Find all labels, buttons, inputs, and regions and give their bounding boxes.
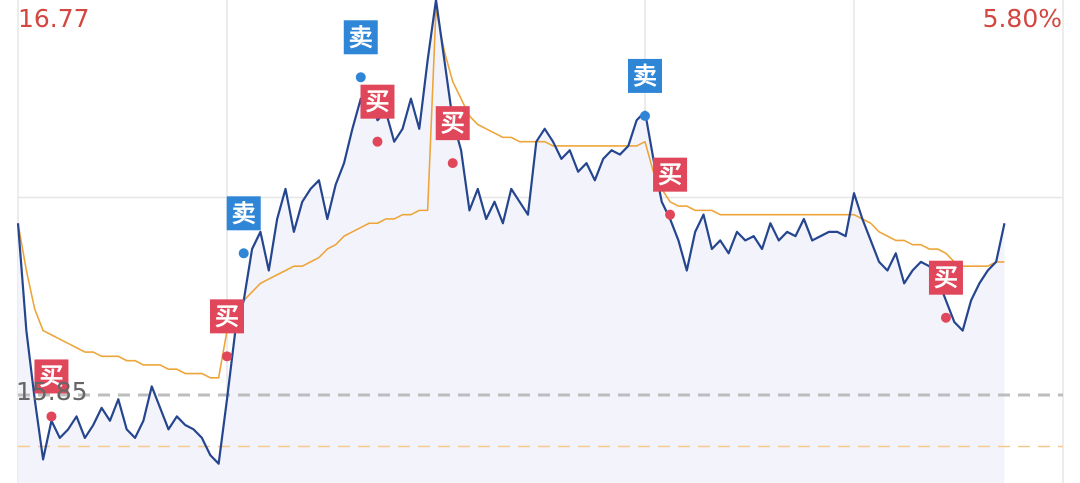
marker-label: 卖 xyxy=(349,23,373,51)
marker-box xyxy=(210,299,244,334)
y-tick-label: 16.77 xyxy=(18,4,90,33)
marker-label: 买 xyxy=(441,109,465,137)
marker-label: 卖 xyxy=(633,62,657,90)
marker-label: 买 xyxy=(934,264,958,292)
marker-box xyxy=(628,58,662,93)
marker-dot xyxy=(46,411,57,422)
marker-box xyxy=(360,84,395,119)
series-line xyxy=(17,7,1005,379)
price-area xyxy=(18,0,1005,483)
y-tick-label: 15.85 xyxy=(16,377,88,406)
marker-box xyxy=(226,196,261,231)
marker-dot xyxy=(222,351,232,362)
marker-dot xyxy=(372,136,383,147)
marker-label: 买 xyxy=(365,88,389,116)
marker-dot xyxy=(447,158,458,169)
marker-dot xyxy=(665,209,676,220)
marker-label: 买 xyxy=(658,161,682,189)
marker-label: 买 xyxy=(39,362,63,390)
marker-label: 买 xyxy=(215,302,239,330)
marker-dot xyxy=(940,312,951,323)
marker-dot xyxy=(355,72,366,83)
marker-box xyxy=(435,106,470,141)
marker-dot xyxy=(238,248,249,259)
series-line xyxy=(16,0,1006,465)
marker-dot xyxy=(640,110,650,121)
marker-box xyxy=(653,157,688,192)
marker-label: 卖 xyxy=(232,199,256,227)
marker-box xyxy=(34,359,69,394)
marker-box xyxy=(928,260,963,295)
marker-box xyxy=(343,20,378,55)
y2-tick-label: 5.80% xyxy=(983,4,1062,33)
